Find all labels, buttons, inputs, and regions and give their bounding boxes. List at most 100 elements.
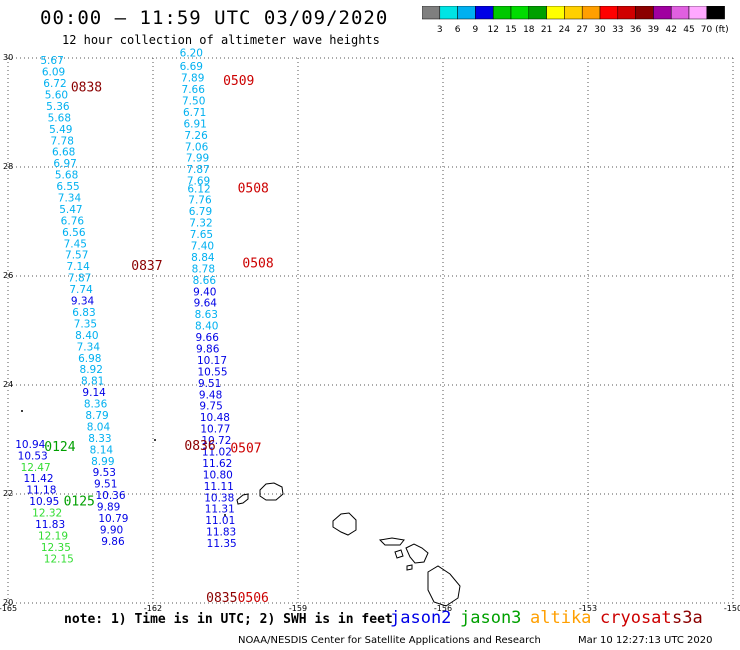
color-scale-label: 24 xyxy=(559,25,571,35)
color-swatch xyxy=(475,6,494,20)
color-swatch xyxy=(688,6,708,20)
x-tick-label: -150 xyxy=(724,604,740,613)
wave-height-value: 8.78 xyxy=(192,263,215,275)
wave-height-value: 7.76 xyxy=(188,195,212,207)
wave-height-value: 10.53 xyxy=(18,450,48,462)
wave-height-value: 8.40 xyxy=(195,321,218,333)
wave-height-value: 6.91 xyxy=(183,118,206,130)
wave-height-value: 7.45 xyxy=(64,238,87,250)
color-swatch xyxy=(706,6,725,20)
island-kahoolawe xyxy=(406,564,413,571)
pass-time-label: 0507 xyxy=(230,442,261,457)
units-note: note: 1) Time is in UTC; 2) SWH is in fe… xyxy=(64,612,393,627)
wave-height-value: 7.57 xyxy=(65,250,88,262)
wave-height-value: 8.81 xyxy=(81,376,104,388)
color-swatch xyxy=(581,6,601,20)
color-swatch xyxy=(510,6,530,20)
color-swatch xyxy=(528,6,547,20)
wave-height-value: 8.04 xyxy=(87,421,111,433)
x-tick-label: -153 xyxy=(579,604,597,613)
wave-height-value: 5.68 xyxy=(48,112,71,124)
credit-line: NOAA/NESDIS Center for Satellite Applica… xyxy=(238,635,541,646)
x-tick-label: -165 xyxy=(0,604,17,613)
wave-height-value: 8.92 xyxy=(80,364,103,376)
x-tick-label: -162 xyxy=(144,604,162,613)
color-swatch xyxy=(599,6,619,20)
wave-height-value: 11.18 xyxy=(26,485,56,497)
wave-height-value: 10.36 xyxy=(95,490,125,502)
wave-height-value: 7.89 xyxy=(181,73,204,85)
wave-height-value: 6.20 xyxy=(180,48,203,60)
wave-height-value: 11.83 xyxy=(206,527,236,539)
color-swatch xyxy=(546,6,565,20)
color-scale-label: 27 xyxy=(576,25,587,35)
wave-height-value: 11.83 xyxy=(35,519,65,531)
generation-timestamp: Mar 10 12:27:13 UTC 2020 xyxy=(578,635,713,646)
island-kauai xyxy=(259,482,284,501)
color-scale-label: 3 xyxy=(437,25,443,35)
y-tick-label: 24 xyxy=(3,380,13,389)
wave-height-value: 5.49 xyxy=(49,124,72,136)
wave-height-value: 12.15 xyxy=(44,553,74,565)
island-hawaii xyxy=(427,565,461,607)
color-scale-label: 6 xyxy=(455,25,461,35)
pass-time-label: 0508 xyxy=(238,182,269,197)
y-tick-label: 26 xyxy=(3,271,13,280)
wave-height-value: 6.55 xyxy=(56,181,79,193)
wave-height-value: 12.19 xyxy=(38,530,68,542)
pass-time-label: 0837 xyxy=(131,259,162,274)
wave-height-value: 9.51 xyxy=(94,479,117,491)
island-maui xyxy=(405,543,429,564)
wave-height-value: 11.11 xyxy=(204,481,234,493)
color-scale-label: 15 xyxy=(505,25,516,35)
color-scale-label: 33 xyxy=(612,25,623,35)
chart-subtitle: 12 hour collection of altimeter wave hei… xyxy=(62,33,380,47)
wave-height-value: 7.74 xyxy=(69,284,93,296)
color-scale-label: 12 xyxy=(487,25,498,35)
wave-height-value: 11.42 xyxy=(23,473,53,485)
wave-height-value: 8.79 xyxy=(85,410,108,422)
wave-height-value: 10.17 xyxy=(197,355,227,367)
wave-height-value: 10.48 xyxy=(200,412,230,424)
wave-height-value: 7.87 xyxy=(68,273,91,285)
wave-height-value: 7.78 xyxy=(51,135,74,147)
wave-height-value: 6.56 xyxy=(62,227,86,239)
island-lanai xyxy=(394,549,404,559)
wave-height-value: 9.89 xyxy=(97,502,120,514)
wave-height-value: 10.72 xyxy=(201,435,231,447)
pass-time-label: 0508 xyxy=(242,256,273,271)
wave-height-value: 9.64 xyxy=(194,298,218,310)
wave-height-value: 8.14 xyxy=(90,444,114,456)
wave-height-value: 9.90 xyxy=(100,524,123,536)
wave-height-value: 8.36 xyxy=(84,399,108,411)
wave-height-value: 6.09 xyxy=(42,67,65,79)
wave-height-value: 10.95 xyxy=(29,496,59,508)
wave-height-value: 6.72 xyxy=(43,78,66,90)
color-swatch xyxy=(670,6,690,20)
wave-height-value: 7.34 xyxy=(77,341,101,353)
wave-height-value: 10.80 xyxy=(203,469,233,481)
color-swatch xyxy=(422,6,441,20)
wave-height-value: 12.47 xyxy=(21,462,51,474)
wave-height-value: 6.83 xyxy=(72,307,95,319)
island-molokai xyxy=(378,537,405,546)
wave-height-value: 8.63 xyxy=(195,309,218,321)
wave-height-value: 6.98 xyxy=(78,353,101,365)
legend-jason2: jason2 xyxy=(390,608,452,628)
pass-time-label: 0506 xyxy=(238,591,269,606)
wave-height-value: 6.12 xyxy=(187,183,210,195)
color-scale-label: 30 xyxy=(594,25,606,35)
wave-height-value: 6.76 xyxy=(61,215,85,227)
pass-time-label: 0838 xyxy=(71,80,102,95)
wave-height-value: 7.34 xyxy=(58,193,82,205)
y-tick-label: 22 xyxy=(3,489,13,498)
color-scale-label: 42 xyxy=(665,25,676,35)
color-scale-label: 36 xyxy=(630,25,642,35)
pass-time-label: 0124 xyxy=(44,440,75,455)
wave-height-value: 6.69 xyxy=(180,61,203,73)
color-swatch xyxy=(617,6,636,20)
wave-height-value: 10.79 xyxy=(98,513,128,525)
wave-height-value: 11.01 xyxy=(205,515,235,527)
wave-height-value: 8.66 xyxy=(193,275,217,287)
color-swatch xyxy=(439,6,458,20)
